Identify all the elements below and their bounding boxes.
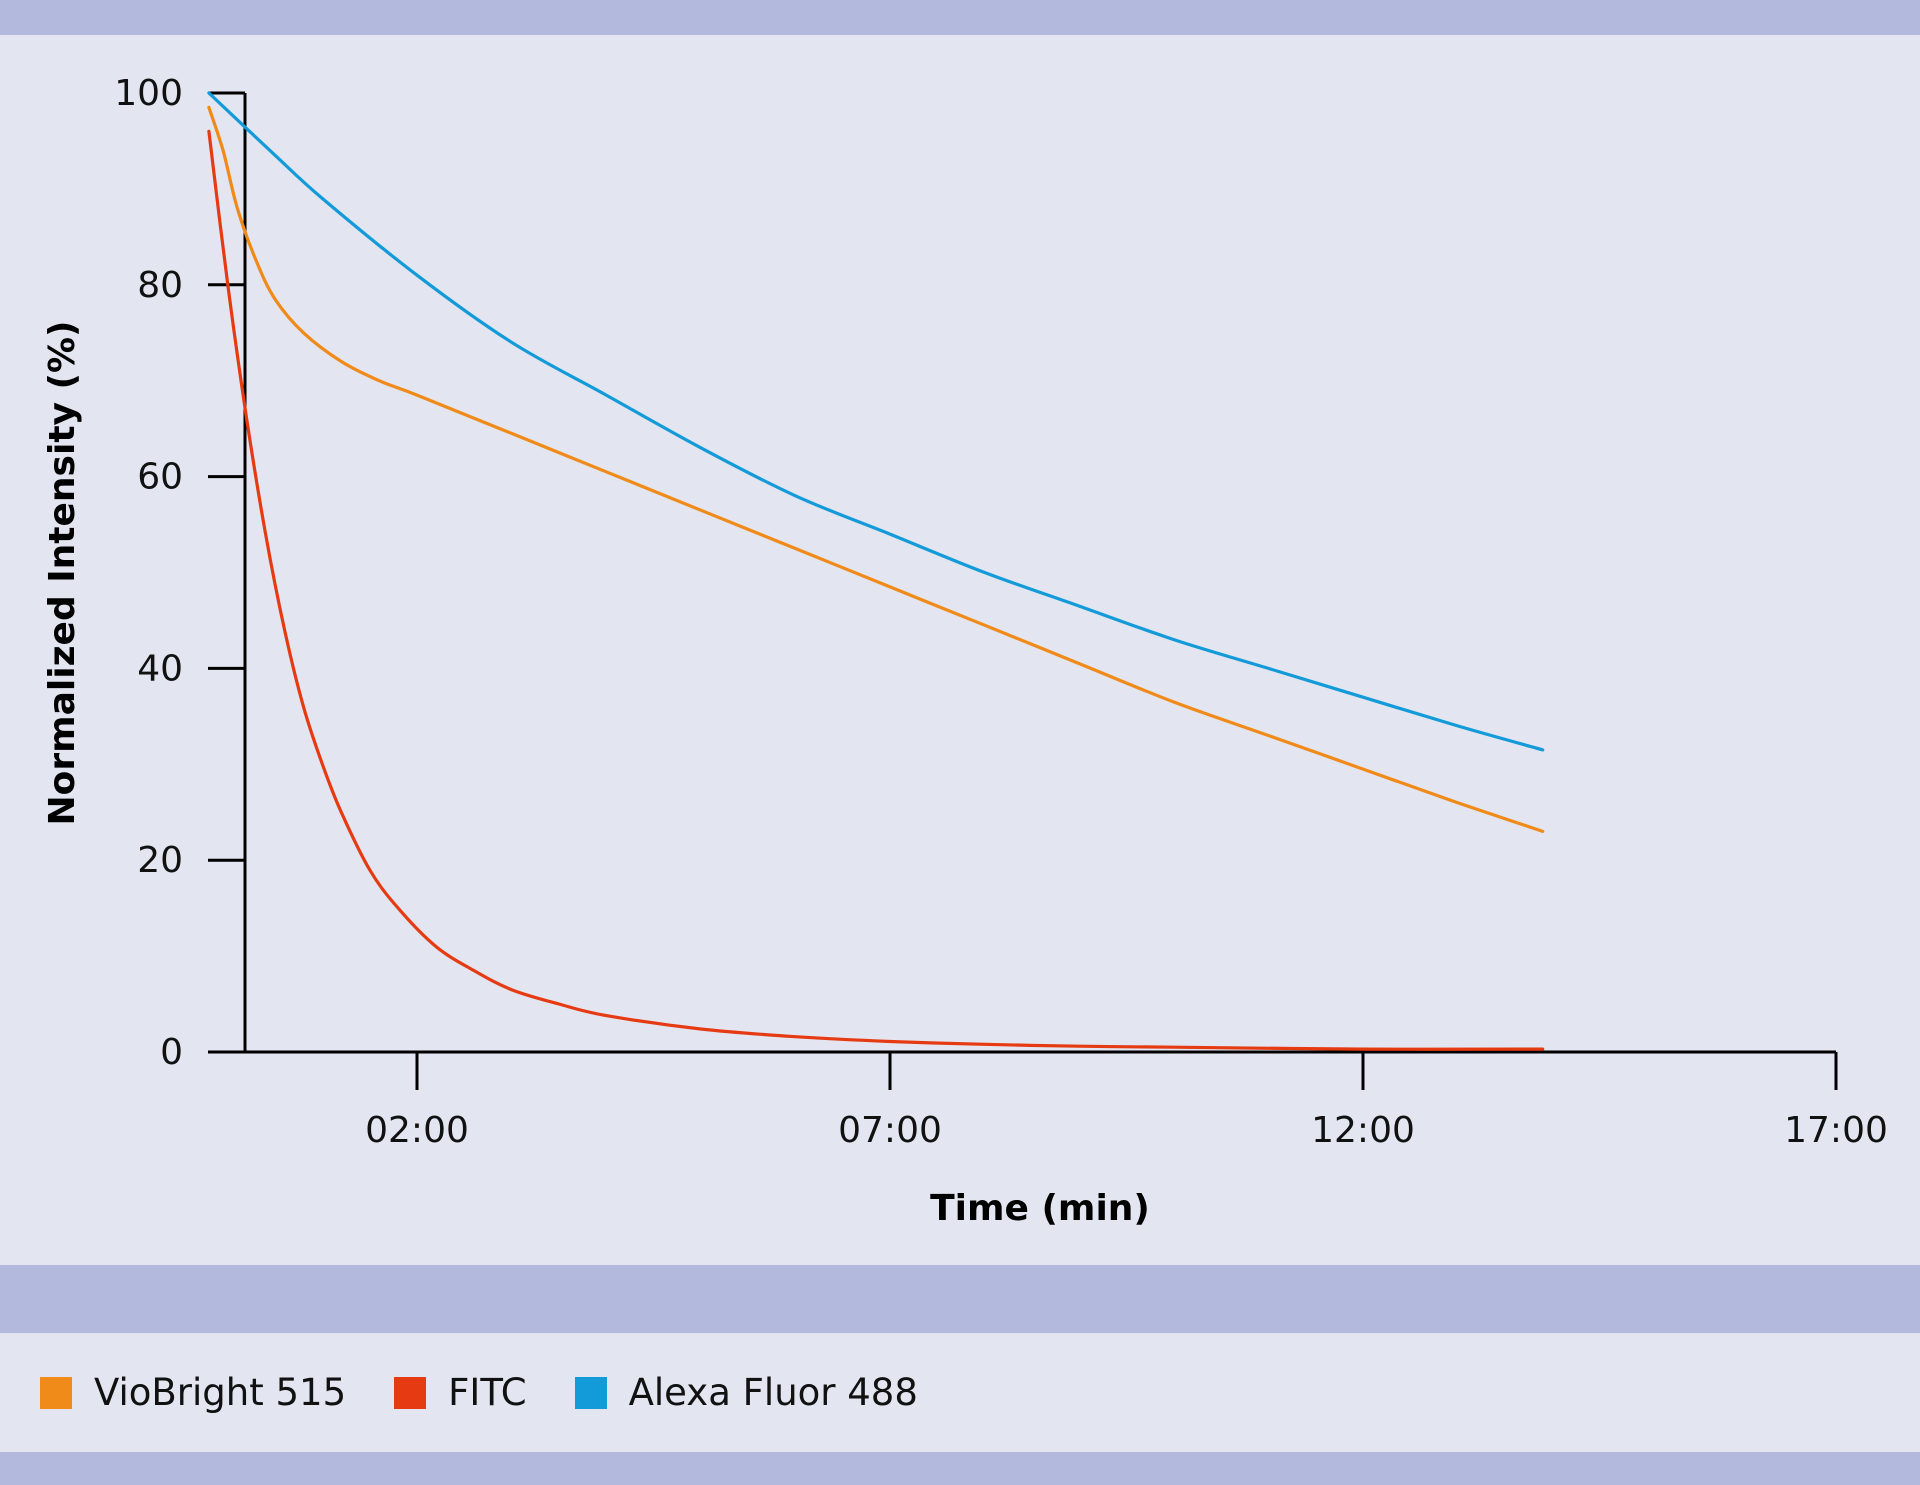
legend-swatch-fitc bbox=[394, 1376, 427, 1409]
series-line-fitc bbox=[207, 129, 1545, 1051]
x-tick-label: 17:00 bbox=[1784, 1110, 1888, 1151]
chart-axes: 0 20 40 60 80 100 02:00 07:00 12:00 17:00 bbox=[114, 73, 1888, 1151]
x-tick-label: 07:00 bbox=[838, 1110, 942, 1151]
top-band bbox=[0, 0, 1920, 35]
x-tick-label: 02:00 bbox=[365, 1110, 469, 1151]
y-tick-label: 60 bbox=[137, 457, 183, 498]
y-tick-label: 80 bbox=[137, 265, 183, 306]
chart-legend: VioBright 515 FITC Alexa Fluor 488 bbox=[40, 1333, 966, 1452]
chart-series bbox=[207, 91, 1545, 1051]
y-tick-label: 0 bbox=[160, 1032, 183, 1073]
legend-item-fitc: FITC bbox=[394, 1371, 527, 1414]
y-tick-label: 100 bbox=[114, 73, 183, 114]
middle-band bbox=[0, 1265, 1920, 1333]
x-axis-title: Time (min) bbox=[930, 1188, 1150, 1229]
line-chart: 0 20 40 60 80 100 02:00 07:00 12:00 17:00 Time (m… bbox=[42, 73, 1888, 1229]
series-line-viobright-515 bbox=[207, 105, 1545, 833]
legend-label-viobright: VioBright 515 bbox=[94, 1371, 347, 1414]
legend-label-alexa: Alexa Fluor 488 bbox=[628, 1371, 918, 1414]
legend-swatch-alexa bbox=[574, 1376, 607, 1409]
y-tick-label: 20 bbox=[137, 840, 183, 881]
legend-swatch-viobright bbox=[40, 1376, 72, 1409]
y-tick-label: 40 bbox=[137, 648, 183, 689]
y-axis-title: Normalized Intensity (%) bbox=[42, 320, 83, 825]
bottom-band bbox=[0, 1452, 1920, 1485]
series-line-alexa-fluor-488 bbox=[207, 91, 1545, 752]
legend-label-fitc: FITC bbox=[448, 1371, 527, 1414]
x-tick-label: 12:00 bbox=[1311, 1110, 1415, 1151]
legend-item-alexa: Alexa Fluor 488 bbox=[574, 1371, 918, 1414]
legend-item-viobright: VioBright 515 bbox=[40, 1371, 346, 1414]
